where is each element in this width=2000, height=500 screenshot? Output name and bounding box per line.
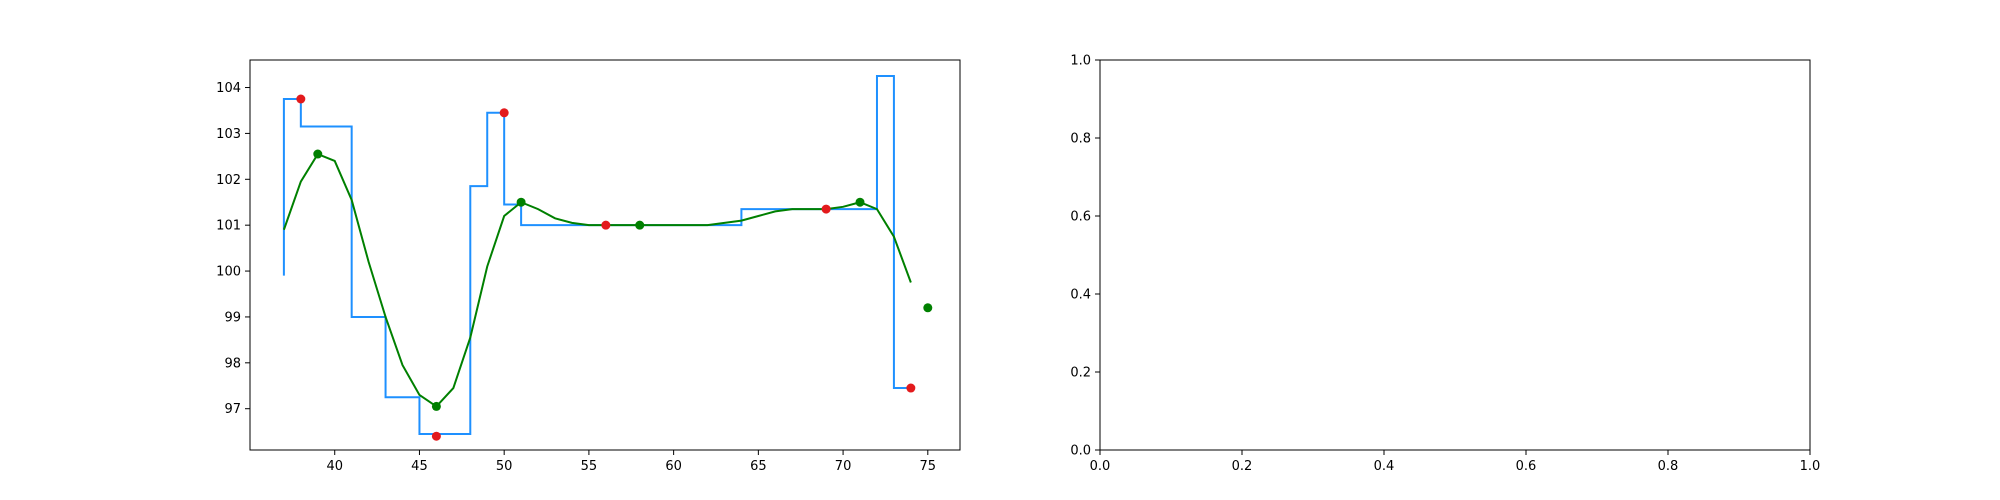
right-y-tick-label: 0.0 <box>1070 444 1091 459</box>
right-y-tick-label: 0.2 <box>1070 366 1091 381</box>
left-y-tick-label: 97 <box>224 402 241 417</box>
left-x-tick-label: 45 <box>411 459 428 474</box>
left-y-tick-label: 98 <box>224 356 241 371</box>
right-chart-panel: 0.0 0.2 0.4 0.6 0.8 1.0 0.0 0.2 0.4 0.6 0.8 1.0 <box>1070 54 1820 475</box>
left-x-tick-label: 75 <box>920 459 937 474</box>
left-x-tick-label: 65 <box>750 459 767 474</box>
left-x-tick-label: 50 <box>496 459 513 474</box>
left-y-tick-label: 103 <box>216 127 241 142</box>
right-plot-area <box>1099 59 1811 451</box>
right-x-tick-label: 0.0 <box>1090 459 1111 474</box>
left-y-tick-label: 104 <box>216 81 241 96</box>
left-x-axis-ticks: 40 45 50 55 60 65 70 75 <box>326 450 936 474</box>
right-x-axis-ticks: 0.0 0.2 0.4 0.6 0.8 1.0 <box>1090 450 1821 474</box>
left-x-tick-label: 55 <box>581 459 598 474</box>
left-series-3-point <box>635 220 645 230</box>
left-plot-area <box>249 59 961 451</box>
left-x-tick-label: 40 <box>326 459 343 474</box>
left-y-tick-label: 100 <box>216 265 241 280</box>
right-x-tick-label: 0.4 <box>1374 459 1395 474</box>
left-series-3-point <box>855 197 865 207</box>
left-y-tick-label: 102 <box>216 173 241 188</box>
left-series-3-point <box>923 303 933 313</box>
right-x-tick-label: 0.2 <box>1232 459 1253 474</box>
right-y-tick-label: 1.0 <box>1070 54 1091 69</box>
left-series-3-point <box>431 401 441 411</box>
left-series-2-point <box>431 431 441 441</box>
right-x-tick-label: 1.0 <box>1800 459 1821 474</box>
left-series-1-line <box>282 152 912 408</box>
left-series-2-point <box>906 383 916 393</box>
right-x-tick-label: 0.8 <box>1658 459 1679 474</box>
right-y-axis-ticks: 0.0 0.2 0.4 0.6 0.8 1.0 <box>1070 54 1100 459</box>
left-series-2-point <box>499 108 509 118</box>
right-x-tick-label: 0.6 <box>1516 459 1537 474</box>
left-chart-panel: 40 45 50 55 60 65 70 75 97 98 99 100 101 102 103 104 <box>216 59 961 474</box>
left-y-axis-ticks: 97 98 99 100 101 102 103 104 <box>216 81 250 417</box>
right-y-tick-label: 0.4 <box>1070 288 1091 303</box>
right-y-tick-label: 0.6 <box>1070 210 1091 225</box>
left-chart-marks <box>282 75 933 441</box>
left-series-2-point <box>296 94 306 104</box>
right-y-tick-label: 0.8 <box>1070 132 1091 147</box>
left-x-tick-label: 60 <box>665 459 682 474</box>
left-y-tick-label: 99 <box>224 310 241 325</box>
left-y-tick-label: 101 <box>216 219 241 234</box>
left-series-3-point <box>313 149 323 159</box>
left-x-tick-label: 70 <box>835 459 852 474</box>
left-series-2-point <box>601 220 611 230</box>
left-series-2-point <box>821 204 831 214</box>
left-series-3-point <box>516 197 526 207</box>
